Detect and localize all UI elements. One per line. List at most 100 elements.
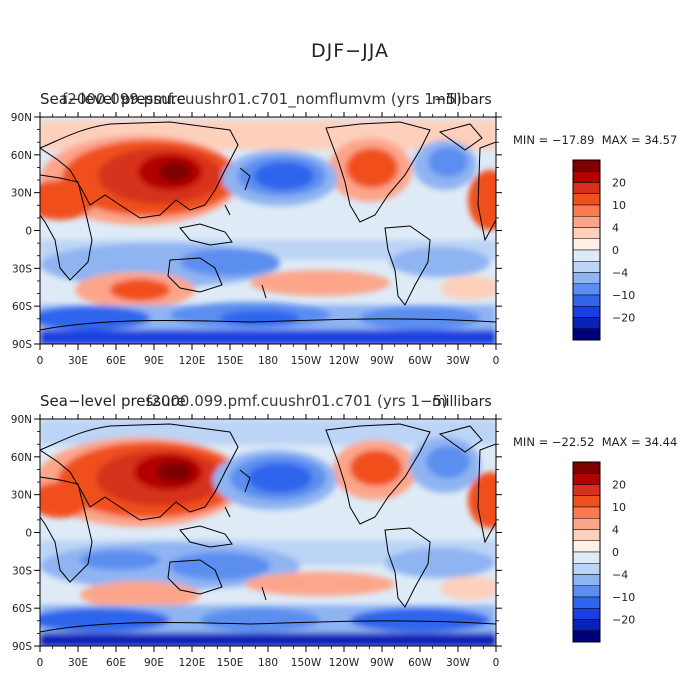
panel1-lat-label: 30S	[12, 263, 32, 275]
panel1-colorbar-label: 20	[612, 177, 626, 190]
panel2-colorbar-label: 10	[612, 501, 626, 514]
panel1-colorbar-label: −4	[612, 267, 628, 280]
panel2-lat-label: 30S	[12, 565, 32, 577]
panel1-run-label: f2000.099.pmf.cuushr01.c701_nomflumvm	[62, 90, 387, 108]
panel1-colorbar-frame	[572, 159, 601, 341]
panel1-lat-label: 0	[25, 226, 32, 238]
panel2-colorbar-swatch	[572, 506, 601, 519]
panel1-max: MAX = 34.57	[601, 133, 678, 147]
panel2-max: MAX = 34.44	[601, 435, 678, 449]
panel1-lat-label: 60N	[11, 150, 32, 162]
panel2-lon-label: 30W	[446, 657, 470, 669]
panel1-lon-label: 30W	[446, 355, 470, 367]
panel2-colorbar-swatch	[572, 596, 601, 609]
panel2-colorbar-swatch	[572, 484, 601, 496]
panel1-colorbar-swatch	[572, 317, 601, 329]
panel1-lat-label: 60S	[12, 301, 32, 313]
panel2-colorbar-swatch	[572, 495, 601, 508]
panel1-lon-label: 60W	[408, 355, 432, 367]
panel1-lon-label: 0	[37, 355, 44, 367]
panel1-map	[40, 117, 496, 344]
panel2-colorbar-label: 4	[612, 524, 619, 537]
panel2-minmax: MIN = −22.52 MAX = 34.44	[513, 435, 677, 449]
panel2-run-label: f2000.099.pmf.cuushr01.c701	[146, 392, 373, 410]
panel2-colorbar-swatch	[572, 630, 601, 643]
panel1-lon-label: 0	[493, 355, 500, 367]
panel2-lat-label: 60S	[12, 603, 32, 615]
panel1-colorbar-label: −20	[612, 312, 635, 325]
panel1-lon-label: 90W	[370, 355, 394, 367]
panel2-lat-label: 90N	[11, 414, 32, 426]
panel1-lon-label: 120W	[329, 355, 360, 367]
panel2-lon-label: 60E	[106, 657, 126, 669]
panel1-min: MIN = −17.89	[513, 133, 595, 147]
panel2-lat-label: 0	[25, 528, 32, 540]
panel2-colorbar-label: −10	[612, 591, 635, 604]
panel2-colorbar-swatch	[572, 551, 601, 564]
panel1-lat-label: 90S	[12, 339, 32, 351]
panel1-units: millibars	[432, 92, 492, 108]
panel1-coastlines	[40, 121, 496, 331]
panel1-lon-label: 120E	[179, 355, 206, 367]
panel2-lon-label: 90W	[370, 657, 394, 669]
panel2-colorbar-label: −4	[612, 569, 628, 582]
panel2-min: MIN = −22.52	[513, 435, 595, 449]
panel1-title: Sea−level pressure	[40, 90, 186, 108]
panel2-colorbar-swatch	[572, 540, 601, 553]
panel1-colorbar-swatch	[572, 193, 601, 206]
panel2-lat-label: 30N	[11, 490, 32, 502]
panel1-lon-label: 150W	[291, 355, 322, 367]
panel2-lon-label: 90E	[144, 657, 164, 669]
panel1-lat-label: 30N	[11, 188, 32, 200]
panel1-colorbar-swatch	[572, 283, 601, 296]
panel2-lon-label: 0	[493, 657, 500, 669]
panel1-colorbar-label: 0	[612, 244, 619, 257]
panel2-lon-label: 60W	[408, 657, 432, 669]
panel1-colorbar-label: 10	[612, 199, 626, 212]
panel2-colorbar-swatch	[572, 608, 601, 620]
panel1-colorbar-swatch	[572, 238, 601, 251]
panel2-colorbar-swatch	[572, 473, 601, 485]
panel2-run: f2000.099.pmf.cuushr01.c701 (yrs 1−5)	[146, 392, 448, 410]
panel1-colorbar-label: 4	[612, 222, 619, 235]
panel1-colorbar-swatch	[572, 272, 601, 284]
panel1-colorbar-swatch	[572, 306, 601, 318]
panel2-years: (yrs 1−5)	[376, 392, 448, 410]
panel2-colorbar-label: 0	[612, 546, 619, 559]
panel1-colorbar-swatch	[572, 249, 601, 262]
panel2-lon-label: 150W	[291, 657, 322, 669]
panel2-colorbar-swatch	[572, 518, 601, 530]
panel2-colorbar-swatch	[572, 619, 601, 631]
panel1-minmax: MIN = −17.89 MAX = 34.57	[513, 133, 677, 147]
panel2-coastlines	[40, 423, 496, 633]
panel2-colorbar-swatch	[572, 563, 601, 575]
panel1-colorbar-swatch	[572, 182, 601, 194]
panel2-lat-label: 60N	[11, 452, 32, 464]
panel2-colorbar-swatch	[572, 461, 601, 474]
panel1-lon-label: 150E	[217, 355, 244, 367]
panel2-lon-label: 150E	[217, 657, 244, 669]
panel1-run: f2000.099.pmf.cuushr01.c701_nomflumvm (y…	[62, 90, 462, 108]
panel1-colorbar-label: −10	[612, 289, 635, 302]
panel2-colorbar-swatch	[572, 574, 601, 586]
panel2-colorbar-label: −20	[612, 614, 635, 627]
panel1-lon-label: 30E	[68, 355, 88, 367]
panel2-lon-label: 30E	[68, 657, 88, 669]
panel1-colorbar-swatch	[572, 159, 601, 172]
panel2-lon-label: 120W	[329, 657, 360, 669]
panel1-colorbar-swatch	[572, 294, 601, 307]
panel1-lat-label: 90N	[11, 112, 32, 124]
panel1-colorbar-swatch	[572, 216, 601, 228]
panel2-lon-label: 180	[258, 657, 278, 669]
panel2-colorbar-swatch	[572, 529, 601, 541]
panel2-lon-label: 0	[37, 657, 44, 669]
panel1-colorbar-swatch	[572, 261, 601, 273]
panel2-colorbar-frame	[572, 461, 601, 643]
panel1-lon-label: 180	[258, 355, 278, 367]
panel1-years: (yrs 1−5)	[390, 90, 462, 108]
panel2-map	[40, 419, 496, 646]
panel1-colorbar-swatch	[572, 171, 601, 183]
panel2-lat-label: 90S	[12, 641, 32, 653]
panel1-colorbar-swatch	[572, 227, 601, 239]
